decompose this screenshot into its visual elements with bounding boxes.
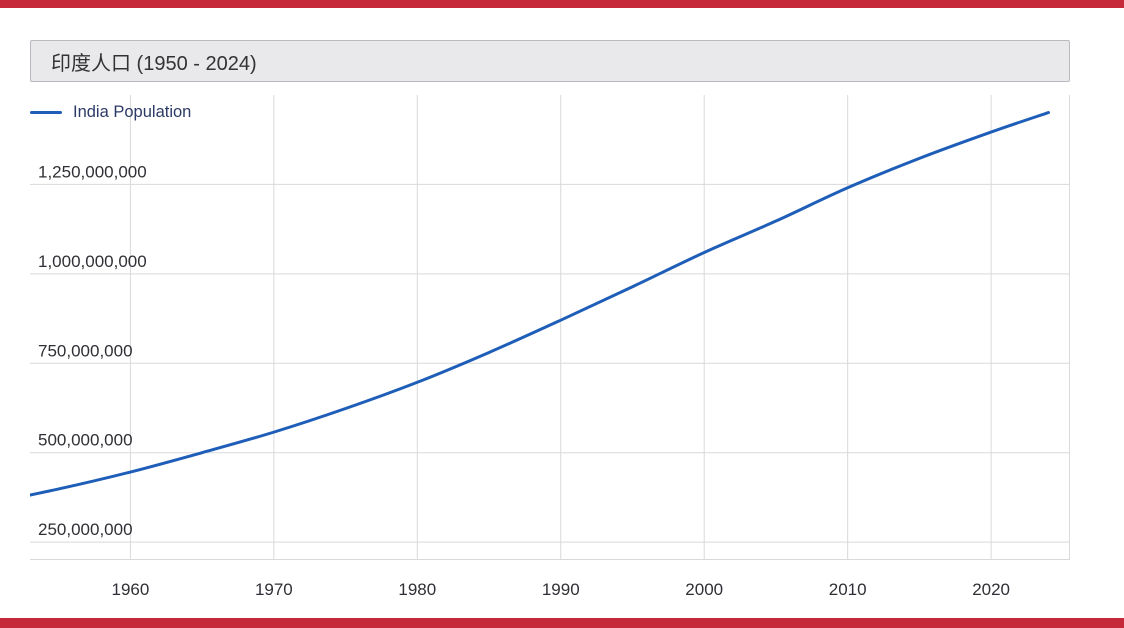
x-axis-label: 1970 [255,580,293,599]
y-axis-label: 750,000,000 [38,341,133,360]
x-axis-label: 2000 [685,580,723,599]
line-chart-svg: 1960 1970 1980 1990 2000 2010 2020 250,000,000 5… [30,95,1070,599]
bottom-accent-bar [0,618,1124,628]
series-line-india-population [30,111,1050,497]
chart-title: 印度人口 (1950 - 2024) [51,52,257,75]
chart-title-box: 印度人口 (1950 - 2024) [30,40,1070,82]
y-axis-label: 1,000,000,000 [38,252,147,271]
top-accent-bar [0,0,1124,8]
x-axis-label: 2010 [829,580,867,599]
y-axis-label: 250,000,000 [38,520,133,539]
plot-area: India Population 1960 1970 1980 1990 2000 201… [30,95,1070,600]
x-axis-label: 1980 [398,580,436,599]
x-axis-label: 1990 [542,580,580,599]
legend-label: India Population [73,103,192,121]
legend-item-india-population[interactable]: India Population [30,103,191,122]
legend-line-marker-icon [30,111,62,114]
y-axis-label: 1,250,000,000 [38,162,147,181]
x-axis-label: 1960 [111,580,149,599]
y-axis-label: 500,000,000 [38,431,133,450]
x-axis-label: 2020 [972,580,1010,599]
chart-card: 印度人口 (1950 - 2024) India Population 1960… [30,40,1070,600]
